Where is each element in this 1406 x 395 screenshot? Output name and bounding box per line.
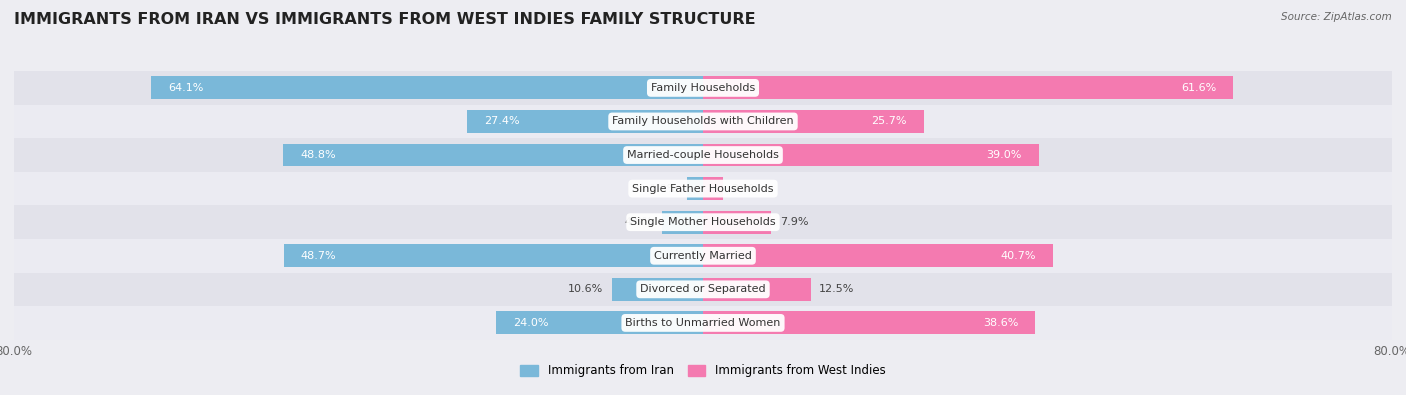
Text: IMMIGRANTS FROM IRAN VS IMMIGRANTS FROM WEST INDIES FAMILY STRUCTURE: IMMIGRANTS FROM IRAN VS IMMIGRANTS FROM … bbox=[14, 12, 755, 27]
Text: 7.9%: 7.9% bbox=[780, 217, 808, 227]
Bar bbox=[14, 306, 1392, 340]
Bar bbox=[14, 105, 1392, 138]
Bar bbox=[703, 312, 1035, 334]
Bar bbox=[14, 239, 1392, 273]
Text: 12.5%: 12.5% bbox=[820, 284, 855, 294]
Bar bbox=[14, 273, 1392, 306]
Text: Currently Married: Currently Married bbox=[654, 251, 752, 261]
Bar bbox=[150, 77, 703, 99]
Text: 64.1%: 64.1% bbox=[169, 83, 204, 93]
Bar bbox=[467, 110, 703, 133]
Text: 2.3%: 2.3% bbox=[731, 184, 759, 194]
Bar bbox=[14, 138, 1392, 172]
Bar bbox=[703, 245, 1053, 267]
Bar bbox=[703, 144, 1039, 166]
Text: 25.7%: 25.7% bbox=[872, 117, 907, 126]
Text: 38.6%: 38.6% bbox=[983, 318, 1018, 328]
Text: 1.9%: 1.9% bbox=[650, 184, 678, 194]
Bar bbox=[703, 278, 811, 301]
Bar bbox=[283, 144, 703, 166]
Text: 48.8%: 48.8% bbox=[299, 150, 336, 160]
Text: Single Mother Households: Single Mother Households bbox=[630, 217, 776, 227]
Text: 24.0%: 24.0% bbox=[513, 318, 548, 328]
Text: Family Households with Children: Family Households with Children bbox=[612, 117, 794, 126]
Legend: Immigrants from Iran, Immigrants from West Indies: Immigrants from Iran, Immigrants from We… bbox=[516, 360, 890, 382]
Text: 40.7%: 40.7% bbox=[1001, 251, 1036, 261]
Text: 48.7%: 48.7% bbox=[301, 251, 336, 261]
Text: Married-couple Households: Married-couple Households bbox=[627, 150, 779, 160]
Text: Source: ZipAtlas.com: Source: ZipAtlas.com bbox=[1281, 12, 1392, 22]
Bar bbox=[496, 312, 703, 334]
Text: 39.0%: 39.0% bbox=[986, 150, 1022, 160]
Bar bbox=[703, 77, 1233, 99]
Text: 4.8%: 4.8% bbox=[624, 217, 652, 227]
Text: Births to Unmarried Women: Births to Unmarried Women bbox=[626, 318, 780, 328]
Bar bbox=[703, 110, 924, 133]
Bar bbox=[14, 172, 1392, 205]
Bar bbox=[703, 211, 770, 233]
Text: Single Father Households: Single Father Households bbox=[633, 184, 773, 194]
Bar bbox=[662, 211, 703, 233]
Bar bbox=[612, 278, 703, 301]
Text: 10.6%: 10.6% bbox=[568, 284, 603, 294]
Text: 61.6%: 61.6% bbox=[1181, 83, 1216, 93]
Text: Family Households: Family Households bbox=[651, 83, 755, 93]
Text: 27.4%: 27.4% bbox=[484, 117, 520, 126]
Bar bbox=[686, 177, 703, 200]
Bar bbox=[14, 71, 1392, 105]
Bar bbox=[703, 177, 723, 200]
Text: Divorced or Separated: Divorced or Separated bbox=[640, 284, 766, 294]
Bar bbox=[284, 245, 703, 267]
Bar bbox=[14, 205, 1392, 239]
